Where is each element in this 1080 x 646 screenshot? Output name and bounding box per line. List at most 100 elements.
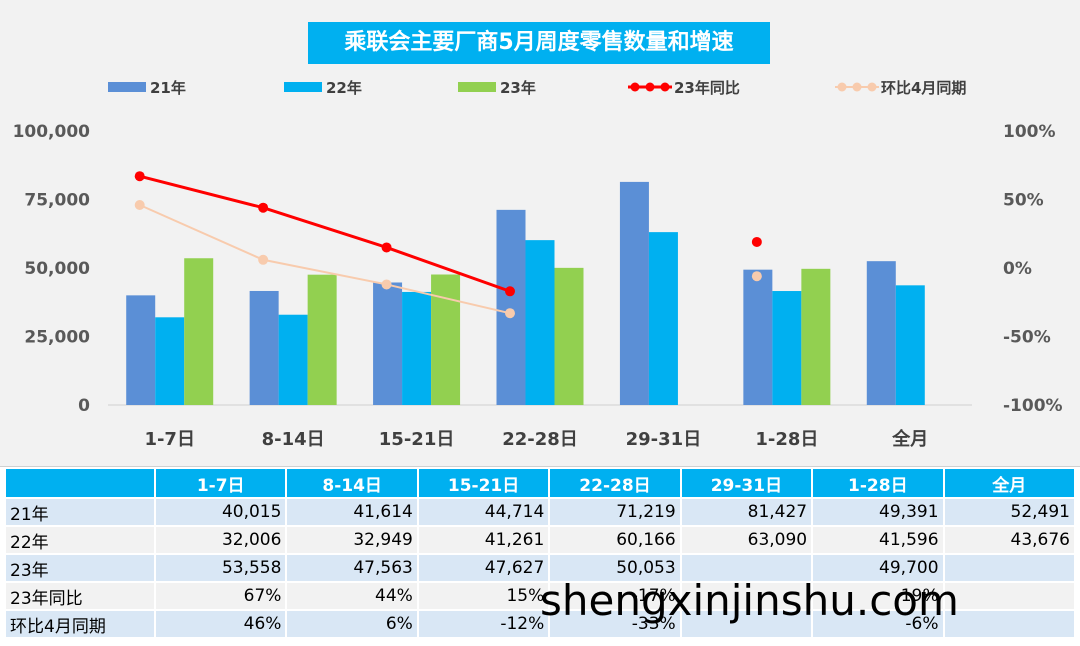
table-cell [679,609,814,639]
line-point [134,171,145,182]
bar [801,268,831,405]
bar [184,258,214,405]
bar [155,317,185,405]
legend-label-23: 23年 [500,78,536,97]
table-cell [679,581,814,611]
chart-title: 乘联会主要厂商5月周度零售数量和增速 [308,22,770,64]
table-cell: 43,676 [942,525,1077,555]
legend-item-23: 23年 [458,77,536,97]
table-cell: 49,700 [811,553,945,583]
table-header-cell: 15-21日 [416,467,551,499]
left-axis-tick-label: 100,000 [13,122,91,142]
table-row-label: 23年同比 [4,581,156,611]
left-axis-tick-label: 0 [78,396,90,416]
table-cell: 52,491 [942,497,1077,527]
bar [373,282,403,405]
line-point [505,286,515,297]
line-point [258,202,269,213]
table-cell: 15% [416,581,551,611]
legend-line-marker-mom [835,82,879,92]
plot-area: 0 25,000 50,000 75,000 100,000 -100% -50% 0% 50%… [13,122,1063,450]
watermark-text: shengxinjinshu.com [540,576,959,625]
line-point [134,199,145,210]
table-cell: 67% [153,581,288,611]
table-cell [942,581,1077,611]
table-cell: 41,596 [811,525,945,555]
legend-item-yoy: 23年同比 [628,77,740,97]
x-axis-tick-label: 全月 [891,428,928,450]
table-cell: 49,391 [811,497,945,527]
table-header-cell [4,467,156,499]
bar [249,290,279,405]
table-header-cell: 1-7日 [153,467,288,499]
table-cell: 50,053 [548,553,682,583]
line-point [505,308,515,319]
table-cell: -17% [548,581,682,611]
table-cell: 41,614 [285,497,419,527]
legend-swatch-22 [284,82,322,92]
bar [772,291,802,405]
legend-label-mom: 环比4月同期 [881,78,967,97]
bar [648,232,678,405]
line-point [258,254,269,265]
table-row-label: 环比4月同期 [4,609,156,639]
bar [743,269,773,405]
right-axis-tick-label: -50% [1003,328,1051,348]
table-cell: 32,949 [285,525,419,555]
legend-label-21: 21年 [150,78,186,97]
x-axis-tick-label: 15-21日 [379,429,455,450]
right-axis-tick-label: 50% [1003,191,1044,211]
legend-item-mom: 环比4月同期 [835,77,966,97]
legend-swatch-23 [458,82,496,92]
bar [866,261,896,405]
bar [895,285,925,405]
left-axis-tick-label: 25,000 [24,328,90,348]
table-cell [679,553,814,583]
legend-line-marker-yoy [628,82,672,92]
line-point [751,236,762,247]
table-cell: 41,261 [416,525,551,555]
bar [525,240,555,405]
table-cell: 32,006 [153,525,288,555]
series-line [139,204,511,315]
table-header-row: 1-7日 8-14日 15-21日 22-28日 29-31日 1-28日 全月 [4,467,1077,499]
line-point [751,271,762,282]
table-cell: 47,563 [285,553,419,583]
table-cell: -33% [548,609,682,639]
legend-label-yoy: 23年同比 [674,78,740,97]
series-line [139,174,511,293]
table-cell: 44% [285,581,419,611]
bar [496,209,526,405]
right-axis-tick-label: -100% [1003,396,1063,416]
bar [307,274,337,405]
legend-label-22: 22年 [326,78,362,97]
table-header-cell: 29-31日 [679,467,814,499]
table-cell: 6% [285,609,419,639]
right-axis-tick-label: 0% [1003,259,1032,279]
table-header-cell: 8-14日 [285,467,419,499]
table-cell: 40,015 [153,497,288,527]
left-axis-tick-label: 75,000 [24,191,90,211]
line-point [381,242,392,253]
table-cell: 71,219 [548,497,682,527]
table-cell: 60,166 [548,525,682,555]
table-row-label: 22年 [4,525,156,555]
data-table: 1-7日 8-14日 15-21日 22-28日 29-31日 1-28日 全月… [4,467,1077,639]
right-axis-tick-label: 100% [1003,122,1056,142]
legend-item-21: 21年 [108,77,186,97]
legend-item-22: 22年 [284,77,362,97]
table-row: 21年 40,015 41,614 44,714 71,219 81,427 4… [4,497,1077,527]
table-row: 22年 32,006 32,949 41,261 60,166 63,090 4… [4,525,1077,555]
table-row: 23年同比 67% 44% 15% -17% 19% [4,581,1077,611]
left-axis-tick-label: 50,000 [24,259,90,279]
bar [126,295,156,405]
x-axis-tick-label: 1-7日 [144,429,195,450]
table-header-cell: 1-28日 [811,467,945,499]
bar [402,291,432,405]
legend-swatch-21 [108,82,146,92]
table-row-label: 23年 [4,553,156,583]
table-cell: 44,714 [416,497,551,527]
bar [554,267,584,405]
x-axis-tick-label: 22-28日 [502,429,578,450]
table-cell: 46% [153,609,288,639]
